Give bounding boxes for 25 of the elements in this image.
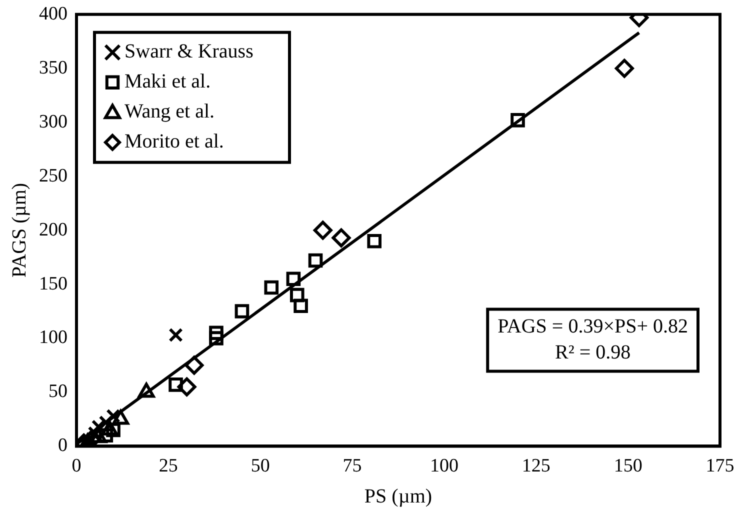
- x-axis-title: PS (µm): [364, 485, 432, 508]
- y-tick-label: 150: [39, 273, 68, 294]
- y-axis-title: PAGS (µm): [8, 182, 30, 278]
- annotation: R² = 0.98: [554, 341, 631, 364]
- x-tick-label: 0: [72, 456, 82, 477]
- x-tick-label: 25: [158, 456, 178, 477]
- y-tick-label: 200: [39, 219, 68, 240]
- y-tick-label: 300: [39, 111, 68, 132]
- x-tick-label: 150: [614, 456, 642, 477]
- legend-label: Swarr & Krauss: [124, 40, 254, 63]
- legend-label: Morito et al.: [124, 130, 224, 153]
- y-tick-label: 350: [39, 57, 68, 78]
- y-tick-label: 250: [39, 165, 68, 186]
- y-tick-label: 400: [39, 3, 68, 24]
- y-tick-label: 100: [39, 327, 68, 348]
- x-tick-label: 100: [430, 456, 458, 477]
- legend-label: Wang et al.: [124, 100, 215, 123]
- x-tick-label: 50: [250, 456, 270, 477]
- x-tick-label: 175: [706, 456, 734, 477]
- y-tick-label: 50: [48, 381, 68, 402]
- annotation: PAGS = 0.39×PS+ 0.82: [498, 315, 688, 338]
- x-tick-label: 125: [522, 456, 550, 477]
- x-tick-label: 75: [342, 456, 362, 477]
- legend-label: Maki et al.: [124, 70, 211, 93]
- y-tick-label: 0: [58, 435, 68, 456]
